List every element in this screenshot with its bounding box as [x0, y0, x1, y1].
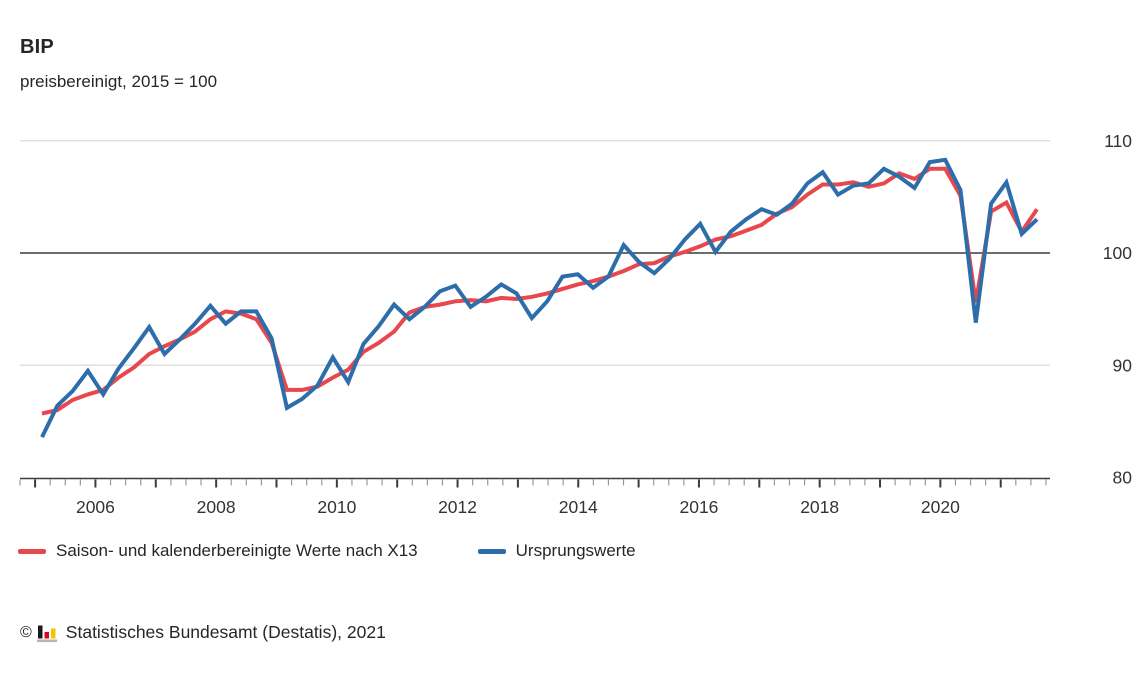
- x-axis-label-2014: 2014: [559, 497, 598, 517]
- legend-item-adjusted: Saison- und kalenderbereinigte Werte nac…: [18, 541, 418, 561]
- x-axis-label-2010: 2010: [317, 497, 356, 517]
- x-axis-label-2012: 2012: [438, 497, 477, 517]
- copyright-symbol: ©: [20, 623, 32, 641]
- y-axis-label-110: 110: [1104, 131, 1132, 151]
- y-axis-label-80: 80: [1113, 468, 1133, 488]
- chart-legend: Saison- und kalenderbereinigte Werte nac…: [18, 541, 636, 561]
- destatis-bar-chart-logo-icon: [36, 625, 57, 642]
- source-attribution: © Statistisches Bundesamt (Destatis), 20…: [20, 622, 386, 643]
- legend-label-original: Ursprungswerte: [515, 541, 636, 560]
- source-text: Statistisches Bundesamt (Destatis), 2021: [65, 622, 386, 642]
- x-axis-label-2020: 2020: [921, 497, 960, 517]
- legend-label-adjusted: Saison- und kalenderbereinigte Werte nac…: [56, 541, 418, 560]
- y-axis-label-90: 90: [1113, 355, 1133, 375]
- x-axis-label-2018: 2018: [800, 497, 839, 517]
- chart-title: BIP: [20, 36, 54, 58]
- chart-plot-area: 2006 2008 2010 2012 2014 2016 2018 2020 80 90 100 1…: [19, 131, 1133, 517]
- x-axis-label-2008: 2008: [197, 497, 236, 517]
- legend-item-original: Ursprungswerte: [477, 541, 636, 561]
- series-line-ursprungswerte: [40, 157, 1039, 438]
- legend-swatch-red-line: [18, 548, 46, 554]
- series-line-adjusted-x13: [41, 166, 1039, 416]
- x-axis-label-2016: 2016: [679, 497, 718, 517]
- legend-swatch-blue-line: [477, 548, 506, 554]
- chart-subtitle: preisbereinigt, 2015 = 100: [20, 72, 218, 91]
- y-axis-label-100: 100: [1103, 243, 1132, 263]
- x-axis-label-2006: 2006: [76, 497, 115, 517]
